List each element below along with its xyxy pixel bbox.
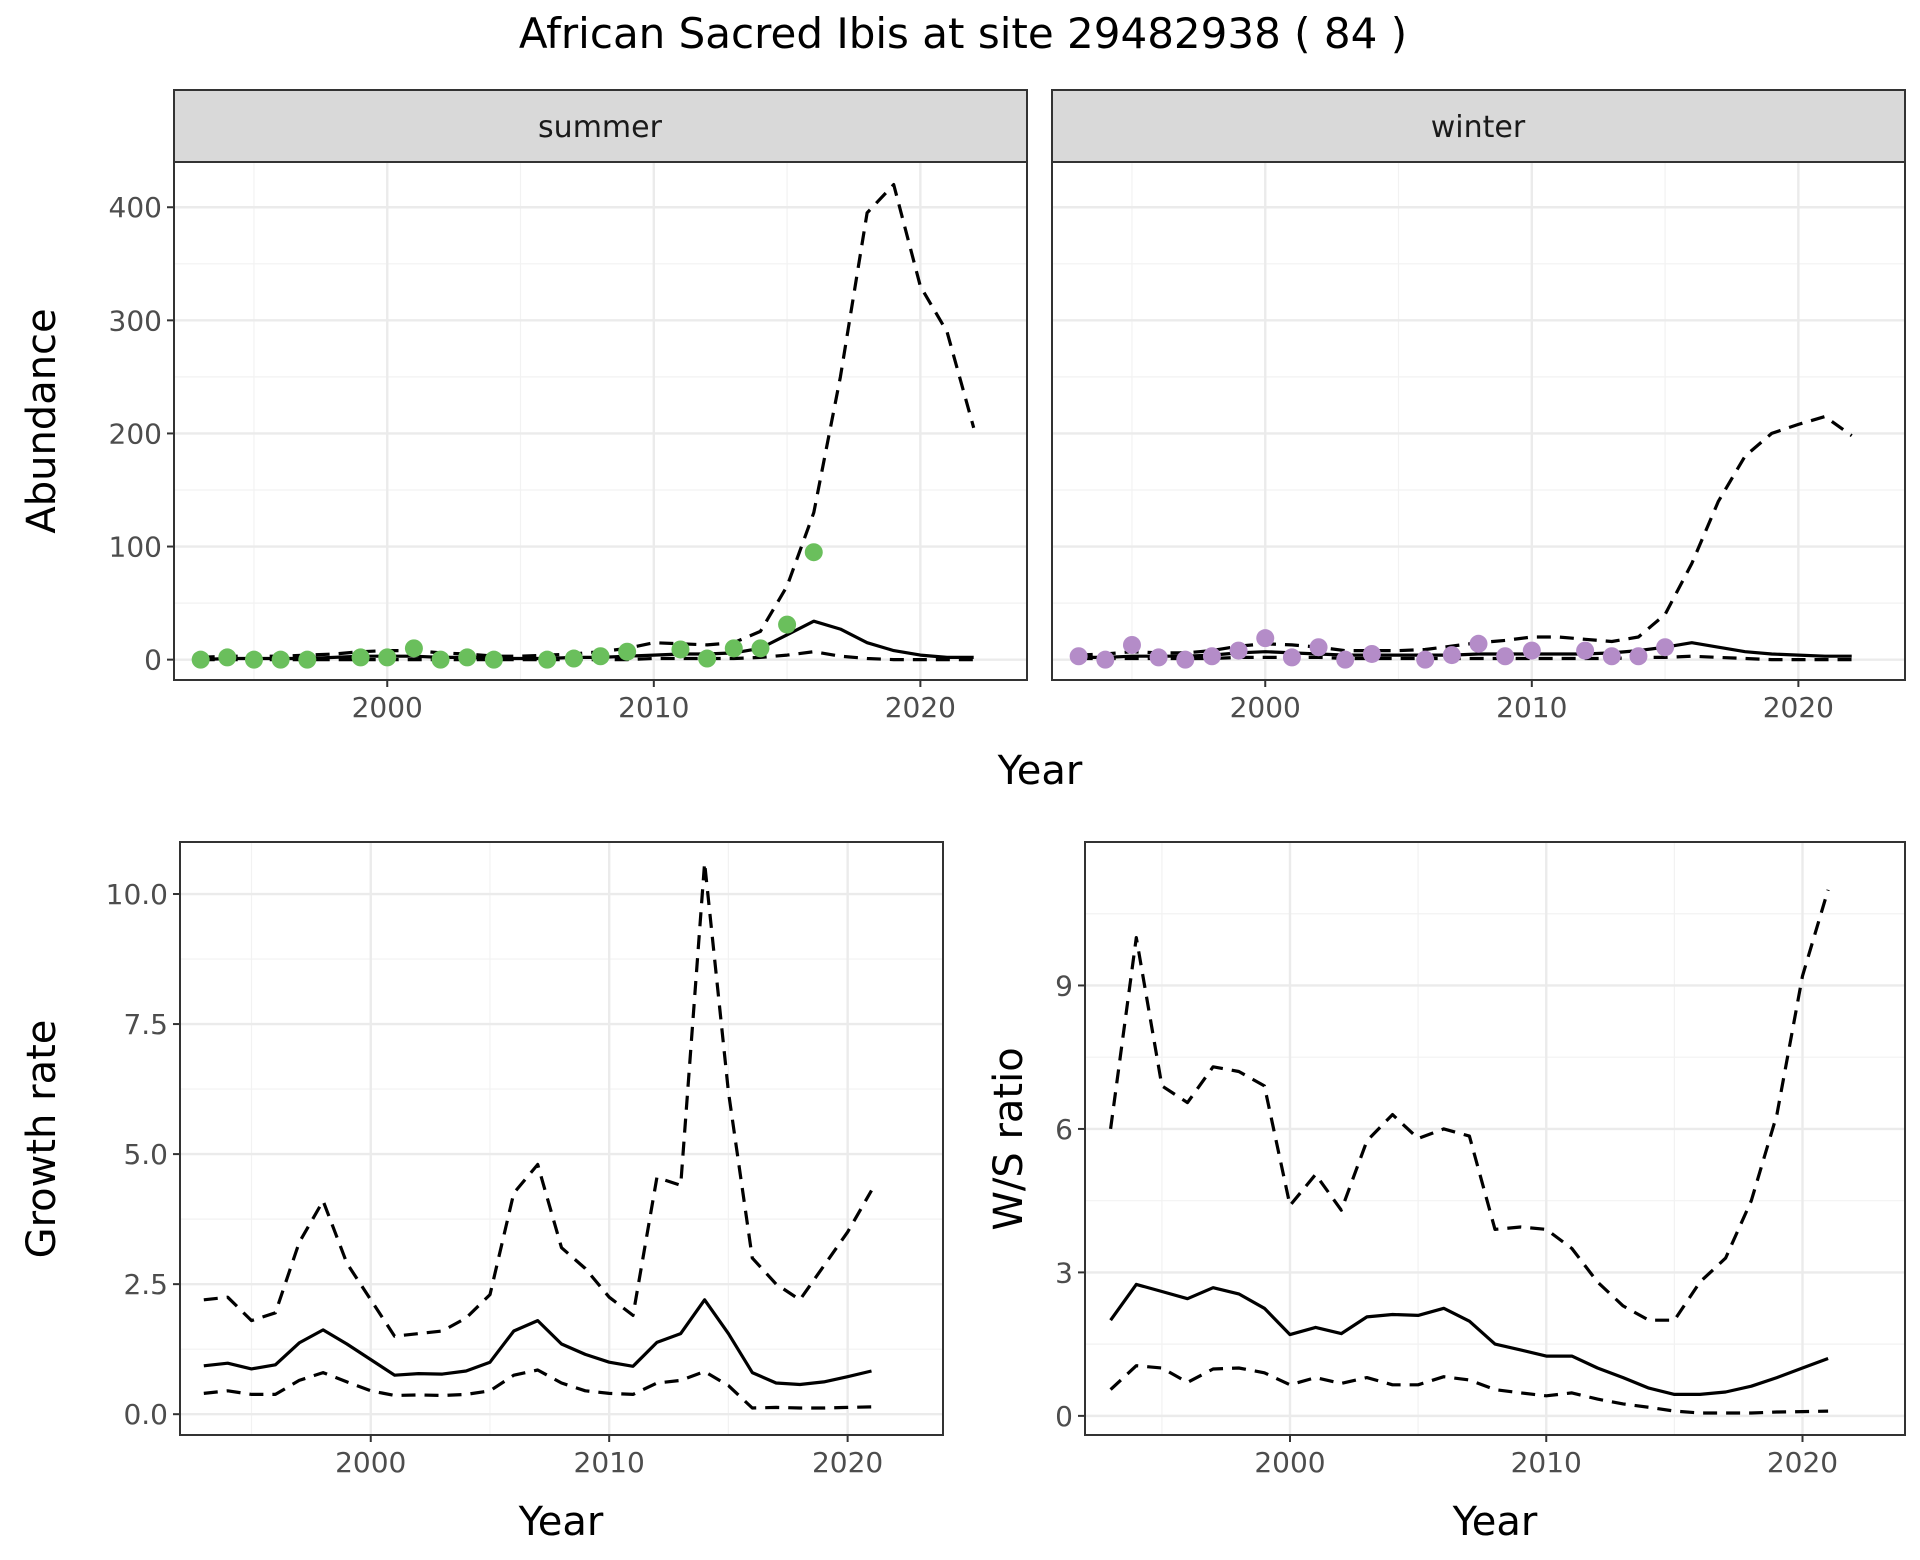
winter-observation-point <box>1576 641 1595 660</box>
summer-y-tick-label: 400 <box>109 191 162 224</box>
summer-upper-ci-line <box>200 183 976 659</box>
summer-observation-point <box>484 650 503 669</box>
growth-estimate-line <box>203 1298 872 1387</box>
winter-x-tick-label: 2020 <box>1763 691 1834 724</box>
ratio-y-tick-label: 6 <box>1055 1113 1073 1146</box>
summer-observation-point <box>698 649 717 668</box>
growth-y-axis-title: Growth rate <box>19 1020 65 1259</box>
ratio-x-tick-label: 2020 <box>1767 1446 1838 1479</box>
summer-observation-point <box>431 650 450 669</box>
winter-observation-point <box>1096 650 1115 669</box>
winter-observation-point <box>1229 641 1248 660</box>
summer-y-tick-label: 200 <box>109 417 162 450</box>
ratio-panel-border <box>1084 841 1906 1436</box>
summer-y-tick-label: 0 <box>144 644 162 677</box>
summer-y-tick-label: 300 <box>109 304 162 337</box>
summer-x-tick-label: 2010 <box>618 691 689 724</box>
summer-observation-point <box>538 650 557 669</box>
growth-y-tick-label: 10.0 <box>106 878 168 911</box>
summer-lower-ci-line <box>200 650 974 662</box>
winter-panel-border <box>1051 161 1906 681</box>
summer-observation-point <box>751 639 770 658</box>
winter-observation-point <box>1522 641 1541 660</box>
ratio-y-tick-label: 3 <box>1055 1256 1073 1289</box>
summer-observation-point <box>244 650 263 669</box>
growth-x-axis-title: Year <box>518 1499 604 1545</box>
summer-observation-point <box>591 647 610 666</box>
winter-x-tick-label: 2010 <box>1496 691 1567 724</box>
winter-observation-point <box>1629 647 1648 666</box>
winter-observation-point <box>1469 634 1488 653</box>
winter-observation-point <box>1416 650 1435 669</box>
growth-y-tick-label: 7.5 <box>123 1008 168 1041</box>
winter-observation-point <box>1256 629 1275 648</box>
summer-estimate-line <box>200 619 974 662</box>
summer-observation-point <box>404 639 423 658</box>
summer-observation-point <box>298 650 317 669</box>
summer-y-axis-title: Abundance <box>19 308 65 533</box>
ws-ratio-panel: 2000 2010 2020 0 3 6 9 Year W/S ratio <box>986 841 1906 1545</box>
summer-abundance-panel: summer 2000 2010 2020 0 100 200 300 400 Abundan… <box>19 89 1028 724</box>
ratio-y-axis-title: W/S ratio <box>986 1047 1032 1230</box>
ratio-x-tick-label: 2000 <box>1254 1446 1325 1479</box>
winter-observation-point <box>1362 644 1381 663</box>
ratio-lower-ci-line <box>1109 1364 1829 1415</box>
growth-lower-ci-line <box>203 1368 872 1410</box>
summer-observation-point <box>724 639 743 658</box>
winter-observation-point <box>1149 648 1168 667</box>
winter-observation-point <box>1656 638 1675 657</box>
growth-panel-border <box>179 841 944 1436</box>
facet-strip-winter <box>1051 89 1906 163</box>
ratio-x-axis-title: Year <box>1452 1499 1538 1545</box>
winter-observation-point <box>1122 635 1141 654</box>
summer-observation-point <box>218 648 237 667</box>
summer-observation-point <box>271 650 290 669</box>
figure-title: African Sacred Ibis at site 29482938 ( 8… <box>519 9 1407 58</box>
summer-x-tick-label: 2020 <box>885 691 956 724</box>
growth-y-tick-label: 0.0 <box>123 1398 168 1431</box>
growth-upper-ci-line <box>203 861 873 1338</box>
winter-observation-point <box>1309 638 1328 657</box>
winter-observation-point <box>1282 648 1301 667</box>
winter-observation-point <box>1176 650 1195 669</box>
ratio-upper-ci-line <box>1109 889 1830 1322</box>
ratio-y-tick-label: 0 <box>1055 1400 1073 1433</box>
winter-observation-point <box>1602 647 1621 666</box>
summer-observation-point <box>378 648 397 667</box>
ratio-estimate-line <box>1109 1282 1829 1397</box>
winter-abundance-panel: winter 2000 2010 2020 <box>1051 89 1906 724</box>
summer-observation-point <box>804 543 823 562</box>
growth-x-tick-label: 2000 <box>335 1446 406 1479</box>
summer-observation-point <box>564 649 583 668</box>
growth-y-tick-label: 2.5 <box>123 1268 168 1301</box>
facet-strip-label-winter: winter <box>1431 110 1526 145</box>
summer-observation-point <box>458 648 477 667</box>
growth-y-tick-label: 5.0 <box>123 1138 168 1171</box>
winter-observation-point <box>1202 647 1221 666</box>
winter-observation-point <box>1496 647 1515 666</box>
ratio-y-tick-label: 9 <box>1055 969 1073 1002</box>
ratio-x-tick-label: 2010 <box>1511 1446 1582 1479</box>
growth-x-tick-label: 2010 <box>574 1446 645 1479</box>
winter-observation-point <box>1069 647 1088 666</box>
summer-observation-point <box>618 642 637 661</box>
facet-strip-summer <box>173 89 1028 163</box>
growth-rate-panel: 2000 2010 2020 0.0 2.5 5.0 7.5 10.0 Year Growth… <box>19 841 944 1545</box>
summer-x-tick-label: 2000 <box>352 691 423 724</box>
winter-x-tick-label: 2000 <box>1230 691 1301 724</box>
growth-x-tick-label: 2020 <box>812 1446 883 1479</box>
summer-observation-point <box>351 648 370 667</box>
winter-observation-point <box>1442 646 1461 665</box>
winter-observation-point <box>1336 650 1355 669</box>
summer-y-tick-label: 100 <box>109 531 162 564</box>
summer-observation-point <box>671 640 690 659</box>
summer-panel-border <box>173 161 1028 681</box>
summer-observation-point <box>191 650 210 669</box>
facet-strip-label-summer: summer <box>538 110 663 145</box>
summer-observation-point <box>778 615 797 634</box>
top-row-x-axis-title: Year <box>997 748 1083 794</box>
